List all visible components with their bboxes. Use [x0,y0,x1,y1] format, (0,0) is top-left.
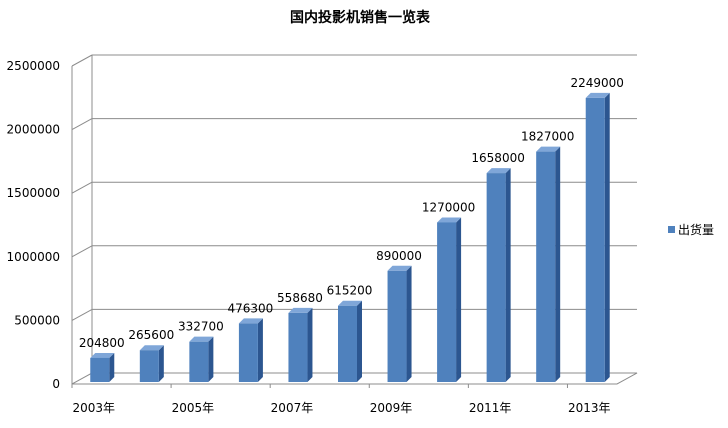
bar [189,341,209,382]
gridline-side [71,118,93,131]
x-tick-label: 2007年 [271,401,314,415]
bar-top [139,345,164,351]
y-tick-label: 1000000 [7,250,60,264]
bar [288,312,308,382]
x-tick-label: 2011年 [469,401,512,415]
bar [139,350,159,382]
bar-top [585,92,610,98]
data-label: 332700 [178,320,224,334]
x-tick-label: 2005年 [172,401,215,415]
bar [486,173,506,382]
gridline-side [71,54,93,67]
data-label: 558680 [277,291,323,305]
bar [387,270,407,382]
x-tick-label: 2003年 [72,401,115,415]
bar-top [238,318,263,324]
bar-top [288,307,313,313]
bar [536,151,556,382]
bar-top [486,168,511,174]
gridline-side [71,181,93,194]
bar-side [604,92,610,383]
bar-side [257,318,263,382]
bar-side [307,307,313,382]
data-label: 1827000 [521,130,574,144]
y-tick-label: 1500000 [7,186,60,200]
data-label: 1270000 [422,200,475,214]
y-tick-label: 2500000 [7,59,60,73]
legend-swatch [668,226,675,233]
bar-side [357,300,362,382]
bar-side [505,168,511,382]
y-tick-label: 2000000 [7,123,60,137]
y-tick-label: 500000 [14,313,60,327]
bar-side [456,217,462,382]
bar [238,323,258,382]
bar-top [536,146,561,152]
bar-top [338,300,362,306]
data-label: 2249000 [571,76,624,90]
data-label: 1658000 [471,151,524,165]
legend-label: 出货量 [678,222,714,237]
data-label: 890000 [376,249,422,263]
bar [90,357,110,382]
gridline-side [71,245,93,258]
grid-layer [71,54,638,385]
x-tick-label: 2013年 [568,401,611,415]
chart-title: 国内投影机销售一览表 [290,9,431,26]
floor-outline [71,372,638,385]
bar-side [555,146,561,382]
data-label: 615200 [327,284,373,298]
bar [437,222,457,382]
data-label: 476300 [228,301,274,315]
legend: 出货量 [668,222,714,237]
y-tick-label: 0 [52,377,60,391]
bars-layer [90,92,610,383]
bar-top [387,265,412,271]
bar-top [90,352,115,358]
bar [338,305,357,382]
bar-side [109,352,115,382]
x-tick-label: 2009年 [370,401,413,415]
bar-top [189,336,214,342]
data-label: 265600 [128,328,174,342]
gridline-side [71,308,93,321]
bar-side [208,336,214,382]
data-label: 204800 [79,336,125,350]
axis-layer: 0 500000 1000000 1500000 2000000 2500000 2003年… [7,59,611,415]
bar-side [406,265,412,382]
bar-side [158,345,164,382]
bar [585,97,605,383]
bar-top [437,217,462,223]
